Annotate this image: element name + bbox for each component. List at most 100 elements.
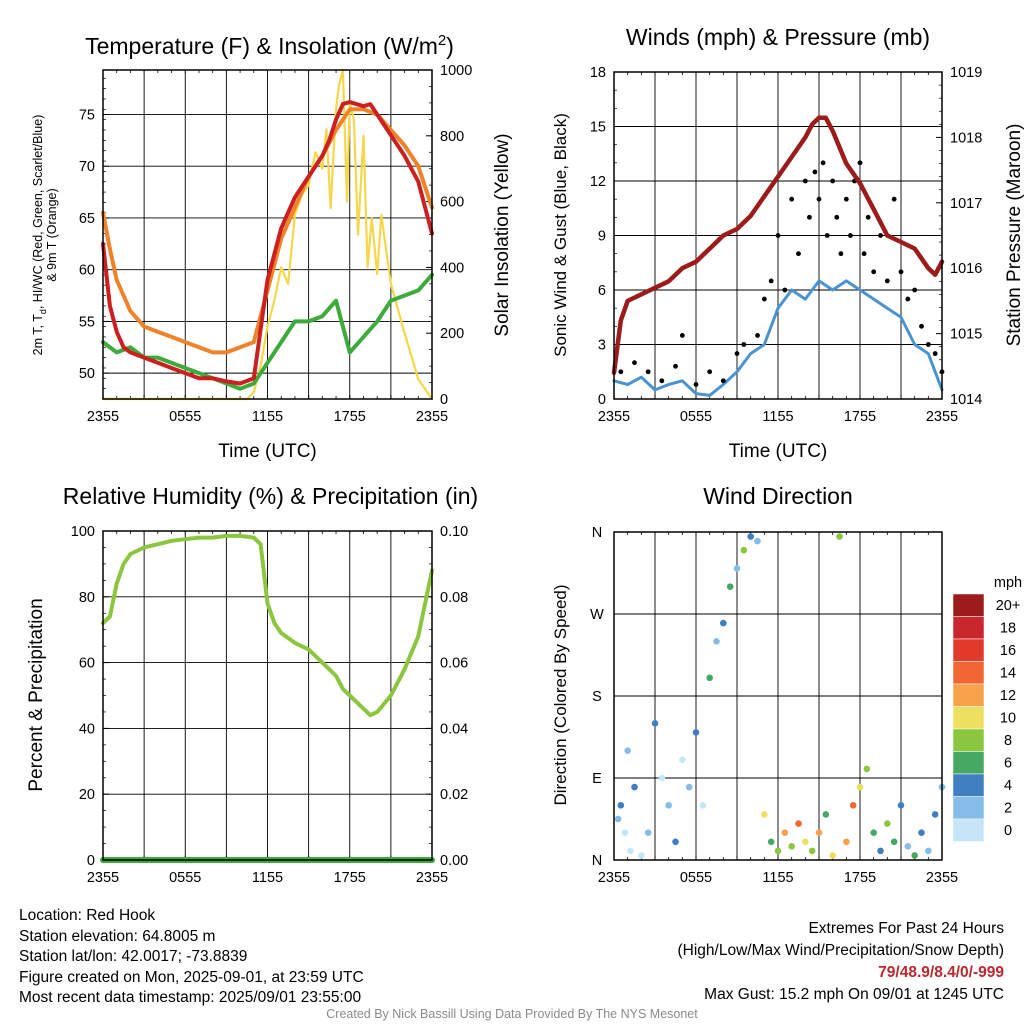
direction-point <box>651 720 659 727</box>
wind-plot-border <box>613 71 943 400</box>
direction-point <box>614 815 622 823</box>
dir-y-axis-title: Direction (Colored By Speed) <box>551 584 570 805</box>
dir-x-tick-label: 2355 <box>598 870 630 886</box>
rh-x-tick-label: 2355 <box>87 870 119 886</box>
wind-y-tick-label: 3 <box>598 338 606 354</box>
rh-plot-border <box>102 530 433 861</box>
direction-point <box>795 820 802 827</box>
rh-chart-title: Relative Humidity (%) & Precipitation (i… <box>63 483 478 509</box>
dir-chart-title: Wind Direction <box>703 483 853 509</box>
direction-point <box>665 802 672 809</box>
gust-point <box>912 287 918 293</box>
rh-x-tick-label: 1155 <box>252 870 283 886</box>
figure-created: Figure created on Mon, 2025-09-01, at 23… <box>19 968 364 986</box>
precip-y-tick-label: 0.10 <box>440 524 468 540</box>
insolation-y-tick-label: 1000 <box>440 63 472 79</box>
gust-point <box>857 160 863 166</box>
direction-point <box>679 756 686 764</box>
gust-point <box>802 178 808 184</box>
gust-point <box>878 233 883 238</box>
temp-y-tick-label: 50 <box>79 366 95 382</box>
insolation-y-tick-label: 800 <box>440 129 464 145</box>
direction-point <box>621 829 629 836</box>
direction-point <box>781 829 789 836</box>
colorbar-label: 0 <box>1004 823 1012 839</box>
gust-point <box>741 342 747 347</box>
precip-y-tick-label: 0.06 <box>440 656 468 672</box>
gust-point <box>632 360 637 366</box>
pressure-y-tick-label: 1016 <box>950 261 982 277</box>
gust-point <box>618 369 624 375</box>
direction-point <box>733 565 741 572</box>
rh-y-tick-label: 20 <box>79 787 95 803</box>
gust-point <box>775 233 781 238</box>
colorbar-label: 12 <box>1000 688 1016 704</box>
temp-x-tick-label: 1155 <box>252 409 283 425</box>
extremes-panel: Extremes For Past 24 Hours (High/Low/Max… <box>678 918 1005 1006</box>
gust-point <box>679 333 685 338</box>
direction-point <box>692 729 700 736</box>
max-gust: Max Gust: 15.2 mph On 09/01 at 1245 UTC <box>704 986 1004 1003</box>
gust-point <box>905 296 911 302</box>
direction-point <box>685 783 693 791</box>
gust-point <box>891 196 897 202</box>
temp-series-td <box>101 272 434 391</box>
direction-point <box>672 838 679 846</box>
rh-y-tick-label: 100 <box>71 524 95 540</box>
gust-point <box>898 269 904 275</box>
colorbar-label: 2 <box>1004 801 1012 817</box>
temp-y-tick-label: 65 <box>79 211 95 227</box>
colorbar-swatch <box>952 661 985 685</box>
gust-point <box>861 251 867 257</box>
direction-point <box>808 847 816 855</box>
direction-point <box>699 802 707 809</box>
direction-point <box>788 843 795 850</box>
dir-x-tick-label: 2355 <box>926 870 958 886</box>
colorbar-swatch <box>952 751 985 775</box>
wind-y-axis-title: Sonic Wind & Gust (Blue, Black) <box>551 113 570 357</box>
wind-chart-title: Winds (mph) & Pressure (mb) <box>626 24 930 50</box>
gust-point <box>807 214 812 220</box>
colorbar-label: 20+ <box>996 598 1021 614</box>
extremes-heading: Extremes For Past 24 Hours <box>808 920 1004 937</box>
most-recent-data: Most recent data timestamp: 2025/09/01 2… <box>19 989 362 1006</box>
rh-x-tick-label: 2355 <box>416 870 448 886</box>
gust-point <box>820 160 826 166</box>
wind-series-station-pressure <box>611 115 945 376</box>
temp-y-axis-title-line2: & 9m T (Orange) <box>45 188 59 281</box>
direction-point <box>617 802 625 809</box>
direction-point <box>720 619 727 627</box>
station-info: Location: Red Hook Station elevation: 64… <box>19 906 364 1009</box>
dir-y-axis-title-group: Direction (Colored By Speed) <box>551 584 570 805</box>
direction-point <box>631 783 638 791</box>
wind-x-tick-label: 2355 <box>598 409 630 425</box>
direction-point <box>911 852 918 859</box>
gust-point <box>761 296 767 302</box>
temp-x-tick-label: 2355 <box>87 409 119 425</box>
gust-point <box>865 214 871 220</box>
colorbar-label: 16 <box>1000 643 1016 659</box>
pressure-y-axis-title: Station Pressure (Maroon) <box>1004 124 1024 347</box>
wind-series-sonic-wind <box>612 279 944 397</box>
temp-series-solar-insolation <box>101 68 434 401</box>
temp-y-tick-label: 60 <box>79 263 95 279</box>
colorbar-label: 8 <box>1004 733 1012 749</box>
rh-y-tick-label: 60 <box>79 656 95 672</box>
direction-point <box>849 802 857 809</box>
wind-y-tick-label: 15 <box>590 120 606 136</box>
direction-point <box>754 537 761 545</box>
temp-x-tick-label: 2355 <box>416 409 448 425</box>
wind-x-tick-label: 0555 <box>680 409 712 425</box>
pressure-y-tick-label: 1015 <box>950 327 982 343</box>
rh-y-tick-label: 0 <box>87 853 95 869</box>
gust-point <box>932 351 938 356</box>
humidity-chart: 2355 0555 1155 1755 23550204060801000.000.02… <box>26 483 478 886</box>
wind-y-tick-label: 6 <box>598 283 606 299</box>
insolation-y-axis-title-group: Solar Insolation (Yellow) <box>492 133 513 336</box>
gust-point <box>843 196 849 202</box>
gust-point <box>720 378 726 384</box>
colorbar-swatch <box>952 728 985 752</box>
direction-point <box>931 811 939 818</box>
winds-chart: 2355 0555 1155 1755 2355 Time (UTC) 0 3 6 9 12 15 18… <box>551 24 1024 462</box>
